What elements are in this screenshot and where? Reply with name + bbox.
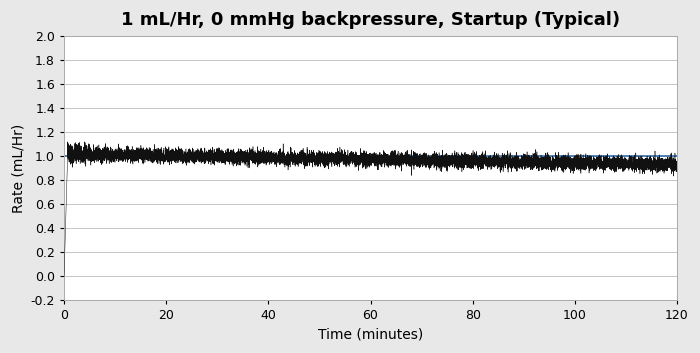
X-axis label: Time (minutes): Time (minutes) bbox=[318, 328, 424, 342]
Y-axis label: Rate (mL/Hr): Rate (mL/Hr) bbox=[11, 124, 25, 213]
Title: 1 mL/Hr, 0 mmHg backpressure, Startup (Typical): 1 mL/Hr, 0 mmHg backpressure, Startup (T… bbox=[121, 11, 620, 29]
